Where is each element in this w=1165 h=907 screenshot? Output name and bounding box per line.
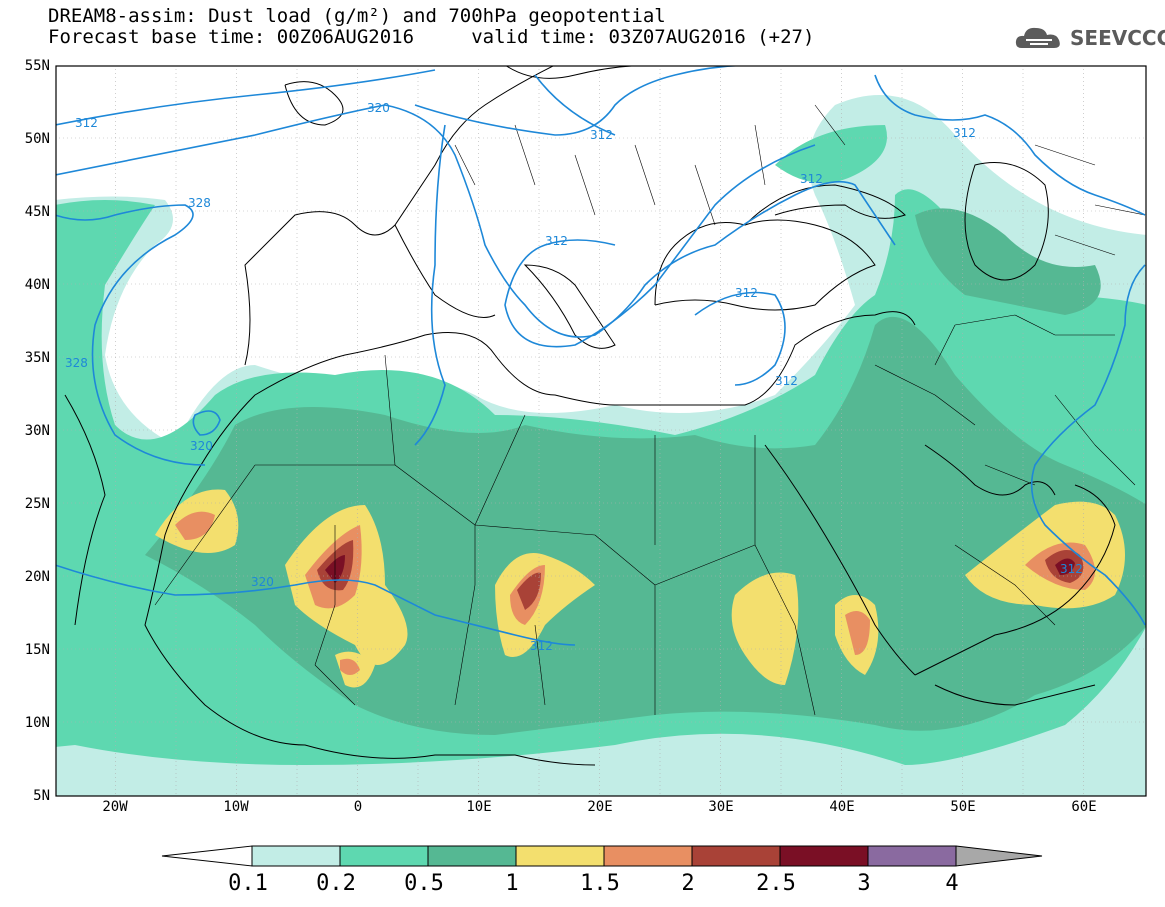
forecast-times: Forecast base time: 00Z06AUG2016 valid t… bbox=[48, 26, 815, 48]
colorbar-bin bbox=[691, 845, 781, 867]
lon-label: 20W bbox=[102, 799, 128, 815]
colorbar-label: 0.5 bbox=[404, 871, 444, 896]
lon-label: 40E bbox=[829, 799, 855, 815]
colorbar-label: 2.5 bbox=[756, 871, 796, 896]
cloud-icon bbox=[1015, 27, 1060, 48]
colorbar-bin bbox=[339, 845, 429, 867]
logo-text: SEEVCCC bbox=[1070, 26, 1165, 50]
svg-text:320: 320 bbox=[190, 439, 213, 453]
lat-label: 10N bbox=[24, 715, 50, 731]
lon-label: 10W bbox=[223, 799, 249, 815]
seevccc-logo: SEEVCCC bbox=[1014, 24, 1165, 52]
graticule bbox=[56, 66, 1145, 795]
svg-text:312: 312 bbox=[735, 286, 758, 300]
svg-text:328: 328 bbox=[188, 196, 211, 210]
svg-text:320: 320 bbox=[367, 101, 390, 115]
lat-label: 15N bbox=[24, 642, 50, 658]
svg-text:312: 312 bbox=[1060, 562, 1083, 576]
country-borders bbox=[154, 104, 1146, 716]
lon-label: 60E bbox=[1071, 799, 1097, 815]
svg-text:328: 328 bbox=[65, 356, 88, 370]
map-title: DREAM8-assim: Dust load (g/m²) and 700hP… bbox=[48, 5, 666, 27]
lon-label: 10E bbox=[466, 799, 492, 815]
colorbar-label: 0.2 bbox=[316, 871, 356, 896]
contour-labels: 312 320 312 312 328 312 312 328 320 320 … bbox=[65, 101, 1083, 653]
colorbar-high-extension bbox=[955, 845, 1043, 867]
colorbar-label: 4 bbox=[945, 871, 959, 896]
lon-label: 20E bbox=[587, 799, 613, 815]
lon-label: 0 bbox=[353, 799, 363, 815]
svg-text:312: 312 bbox=[545, 234, 568, 248]
svg-text:312: 312 bbox=[775, 374, 798, 388]
geopotential-contours bbox=[56, 66, 1146, 646]
colorbar-bin bbox=[603, 845, 693, 867]
colorbar-label: 1 bbox=[505, 871, 519, 896]
colorbar bbox=[161, 845, 1043, 867]
lat-label: 50N bbox=[24, 131, 50, 147]
coastlines bbox=[64, 66, 1116, 766]
colorbar-label: 0.1 bbox=[228, 871, 268, 896]
colorbar-label: 3 bbox=[857, 871, 871, 896]
dust-map: 312 320 312 312 328 312 312 328 320 320 … bbox=[55, 65, 1147, 797]
lon-label: 50E bbox=[950, 799, 976, 815]
svg-text:312: 312 bbox=[75, 116, 98, 130]
lat-label: 55N bbox=[24, 58, 50, 74]
lat-label: 35N bbox=[24, 350, 50, 366]
colorbar-label: 1.5 bbox=[580, 871, 620, 896]
svg-text:312: 312 bbox=[953, 126, 976, 140]
lat-label: 30N bbox=[24, 423, 50, 439]
lat-label: 45N bbox=[24, 204, 50, 220]
map-frame bbox=[55, 65, 1147, 797]
colorbar-bin bbox=[779, 845, 869, 867]
svg-text:312: 312 bbox=[530, 639, 553, 653]
svg-text:312: 312 bbox=[590, 128, 613, 142]
lat-label: 20N bbox=[24, 569, 50, 585]
svg-text:320: 320 bbox=[251, 575, 274, 589]
colorbar-bin bbox=[515, 845, 605, 867]
lon-label: 30E bbox=[708, 799, 734, 815]
lat-label: 25N bbox=[24, 496, 50, 512]
colorbar-bin bbox=[867, 845, 957, 867]
colorbar-label: 2 bbox=[681, 871, 695, 896]
colorbar-bin bbox=[427, 845, 517, 867]
colorbar-bin bbox=[251, 845, 341, 867]
lat-label: 5N bbox=[33, 788, 50, 804]
colorbar-low-extension bbox=[161, 845, 253, 867]
lat-label: 40N bbox=[24, 277, 50, 293]
svg-text:312: 312 bbox=[800, 172, 823, 186]
